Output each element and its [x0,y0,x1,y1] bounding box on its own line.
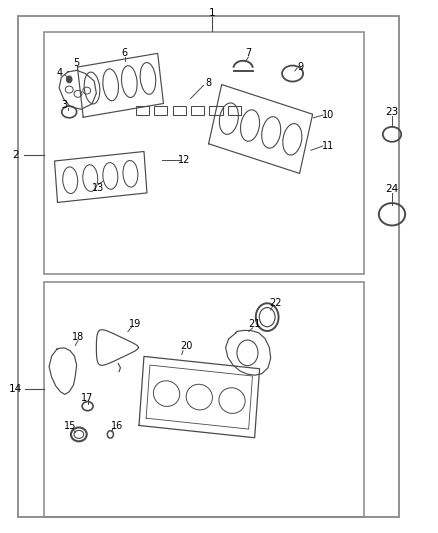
Text: 24: 24 [385,184,399,194]
Text: 6: 6 [122,49,128,58]
Text: 19: 19 [129,319,141,328]
Text: 5: 5 [74,58,80,68]
Circle shape [67,76,72,83]
Text: 13: 13 [92,183,105,192]
Text: 18: 18 [72,332,84,342]
Text: 17: 17 [81,393,94,403]
Bar [228,106,241,115]
Text: 2: 2 [12,150,19,159]
Text: 1: 1 [209,9,216,18]
Text: 22: 22 [269,298,281,308]
Bar [18,16,399,517]
Text: 7: 7 [245,49,251,58]
Bar [154,106,167,115]
Text: 3: 3 [62,100,68,110]
Bar [136,106,149,115]
Text: 4: 4 [56,68,62,78]
Bar [209,106,223,115]
Text: 12: 12 [178,155,190,165]
Text: 10: 10 [321,110,334,119]
Text: 14: 14 [9,384,22,394]
Text: 20: 20 [180,342,192,351]
Text: 9: 9 [297,62,303,71]
Bar [191,106,204,115]
Bar [173,106,186,115]
Bar [44,32,364,274]
Text: 11: 11 [321,141,334,151]
Text: 8: 8 [205,78,211,87]
Text: 16: 16 [111,422,124,431]
Text: 21: 21 [249,319,261,329]
Text: 15: 15 [64,422,76,431]
Bar [44,282,364,517]
Text: 23: 23 [385,107,399,117]
